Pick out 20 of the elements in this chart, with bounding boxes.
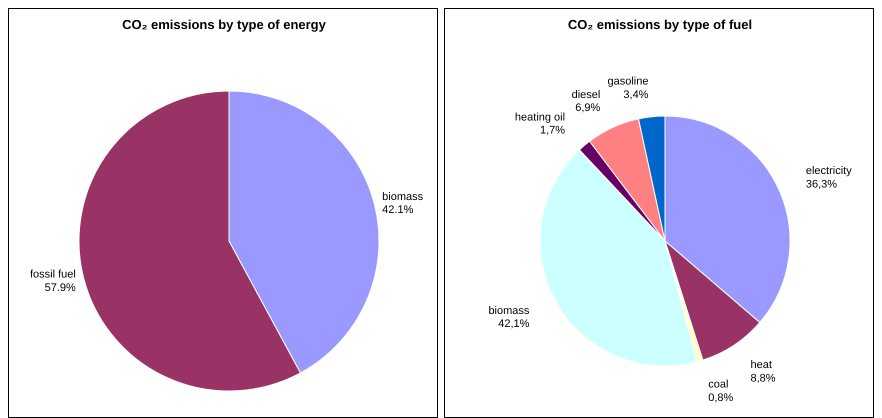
slice-label: biomass <box>382 190 424 203</box>
data-label: 42,1% <box>498 318 530 330</box>
data-label: 1,7% <box>540 124 566 137</box>
slice-label: biomass <box>488 304 530 317</box>
data-label: 42.1% <box>382 204 414 216</box>
data-label: 6,9% <box>575 102 601 114</box>
slice-label: coal <box>708 378 728 391</box>
slice-label: heat <box>750 359 772 372</box>
chart-title: CO₂ emissions by type of energy <box>121 17 327 32</box>
data-label: 57.9% <box>44 282 76 294</box>
chart-title: CO₂ emissions by type of fuel <box>566 17 754 32</box>
data-label: 3,4% <box>623 88 649 101</box>
slice-label: gasoline <box>607 76 648 88</box>
slice-label: fossil fuel <box>30 268 76 281</box>
slice-label: electricity <box>806 165 852 178</box>
data-label: 36,3% <box>806 178 838 190</box>
slice-label: diesel <box>572 88 600 101</box>
data-label: 0,8% <box>708 392 734 404</box>
slice-label: heating oil <box>514 111 566 124</box>
data-label: 8,8% <box>750 372 776 384</box>
